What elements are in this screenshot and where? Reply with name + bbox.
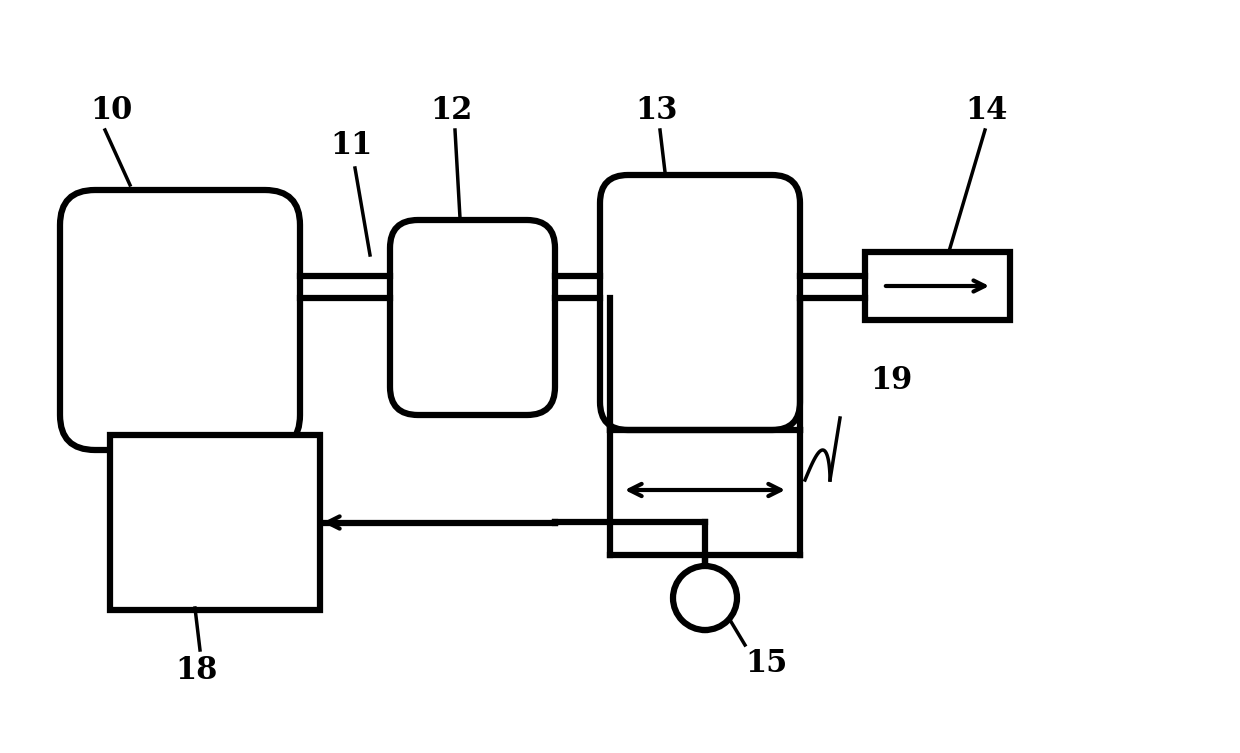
Text: 10: 10 [91, 95, 133, 126]
Circle shape [673, 566, 737, 630]
FancyBboxPatch shape [600, 175, 800, 430]
Text: 19: 19 [870, 365, 913, 396]
Text: 18: 18 [175, 655, 217, 686]
Text: 13: 13 [635, 95, 677, 126]
Text: 11: 11 [330, 130, 372, 161]
Text: 14: 14 [965, 95, 1007, 126]
Text: 15: 15 [745, 648, 787, 679]
FancyBboxPatch shape [60, 190, 300, 450]
Bar [866, 252, 1011, 320]
Text: 12: 12 [430, 95, 472, 126]
Bar [110, 435, 320, 610]
FancyBboxPatch shape [391, 220, 556, 415]
